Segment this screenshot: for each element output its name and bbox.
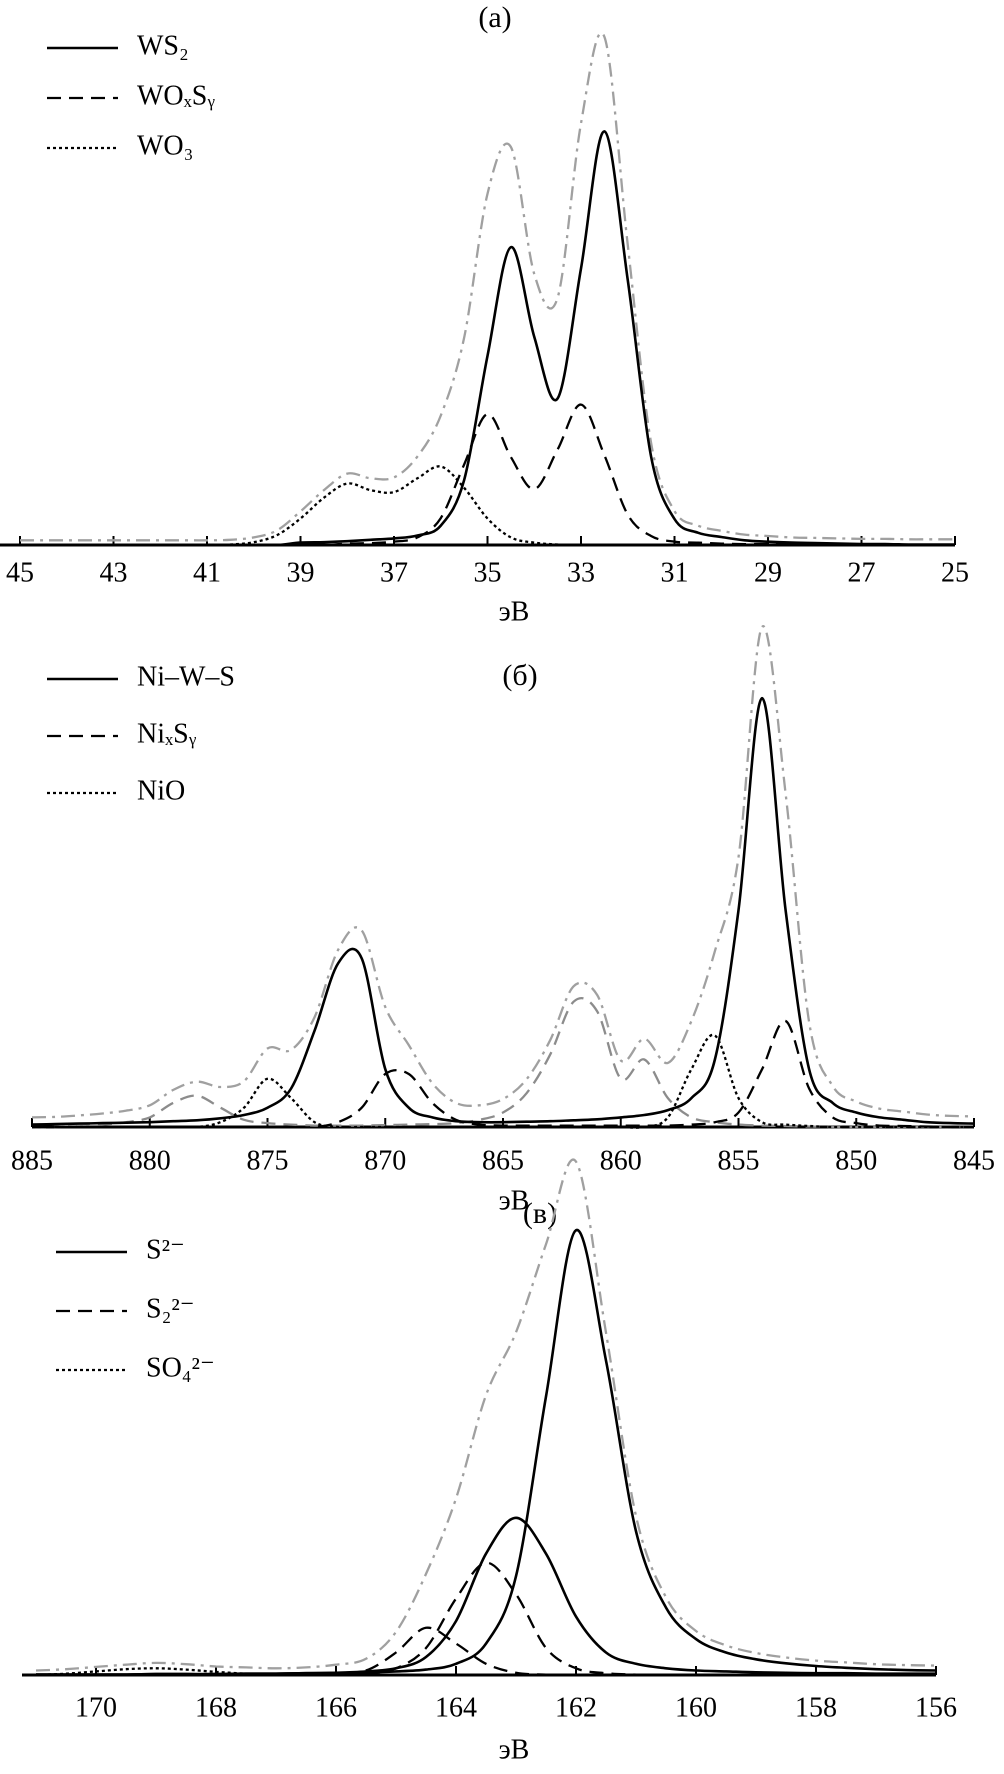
- x-tick-label: 845: [953, 1145, 995, 1176]
- legend-label: WS₂: [137, 30, 189, 61]
- x-axis-label: эВ: [499, 1734, 530, 1765]
- x-tick-label: 865: [482, 1145, 524, 1176]
- x-tick-label: 31: [661, 557, 689, 588]
- x-tick-label: 166: [315, 1692, 357, 1723]
- x-tick-label: 870: [364, 1145, 406, 1176]
- spectrum-curve: [35, 1626, 936, 1677]
- x-tick-label: 860: [600, 1145, 642, 1176]
- x-tick-label: 875: [247, 1145, 289, 1176]
- legend-label: NiₓSᵧ: [137, 718, 197, 749]
- x-tick-label: 43: [100, 557, 128, 588]
- x-tick-label: 164: [435, 1692, 477, 1723]
- x-tick-label: 37: [380, 557, 408, 588]
- x-tick-label: 162: [555, 1692, 597, 1723]
- spectrum-curve: [35, 1158, 937, 1672]
- x-tick-label: 41: [193, 557, 221, 588]
- spectrum-curve: [31, 625, 975, 1119]
- spectrum-curve: [32, 1033, 974, 1129]
- legend-label: NiO: [137, 775, 185, 806]
- x-tick-label: 168: [195, 1692, 237, 1723]
- x-axis-label: эВ: [499, 596, 530, 627]
- x-tick-label: 45: [6, 557, 34, 588]
- legend-label: S²⁻: [146, 1234, 185, 1265]
- legend-label: S₂²⁻: [146, 1293, 195, 1324]
- x-tick-label: 39: [287, 557, 315, 588]
- x-tick-label: 170: [75, 1692, 117, 1723]
- x-tick-label: 29: [754, 557, 782, 588]
- x-tick-label: 33: [567, 557, 595, 588]
- panel-title: (в): [523, 1197, 557, 1230]
- spectrum-curve: [19, 31, 955, 542]
- spectrum-curve: [31, 997, 974, 1129]
- x-axis-label: эВ: [499, 1185, 530, 1216]
- x-tick-label: 25: [941, 557, 969, 588]
- legend-label: Ni–W–S: [137, 661, 235, 692]
- legend-label: WOₓSᵧ: [137, 80, 215, 111]
- legend-label: SO₄²⁻: [146, 1352, 215, 1383]
- x-tick-label: 850: [835, 1145, 877, 1176]
- x-tick-label: 158: [795, 1692, 837, 1723]
- x-tick-label: 880: [129, 1145, 171, 1176]
- legend-label: WO₃: [137, 130, 193, 161]
- spectrum-curve: [19, 465, 955, 547]
- x-tick-label: 160: [675, 1692, 717, 1723]
- spectrum-curve: [36, 1516, 936, 1676]
- x-tick-label: 156: [915, 1692, 957, 1723]
- panel-title: (б): [502, 659, 537, 692]
- x-tick-label: 27: [848, 557, 876, 588]
- x-tick-label: 885: [11, 1145, 53, 1176]
- x-tick-label: 855: [718, 1145, 760, 1176]
- spectrum-curve: [19, 403, 955, 547]
- panel-title: (а): [478, 1, 511, 34]
- spectrum-curve: [31, 696, 975, 1126]
- x-tick-label: 35: [474, 557, 502, 588]
- spectrum-curve: [35, 1667, 936, 1677]
